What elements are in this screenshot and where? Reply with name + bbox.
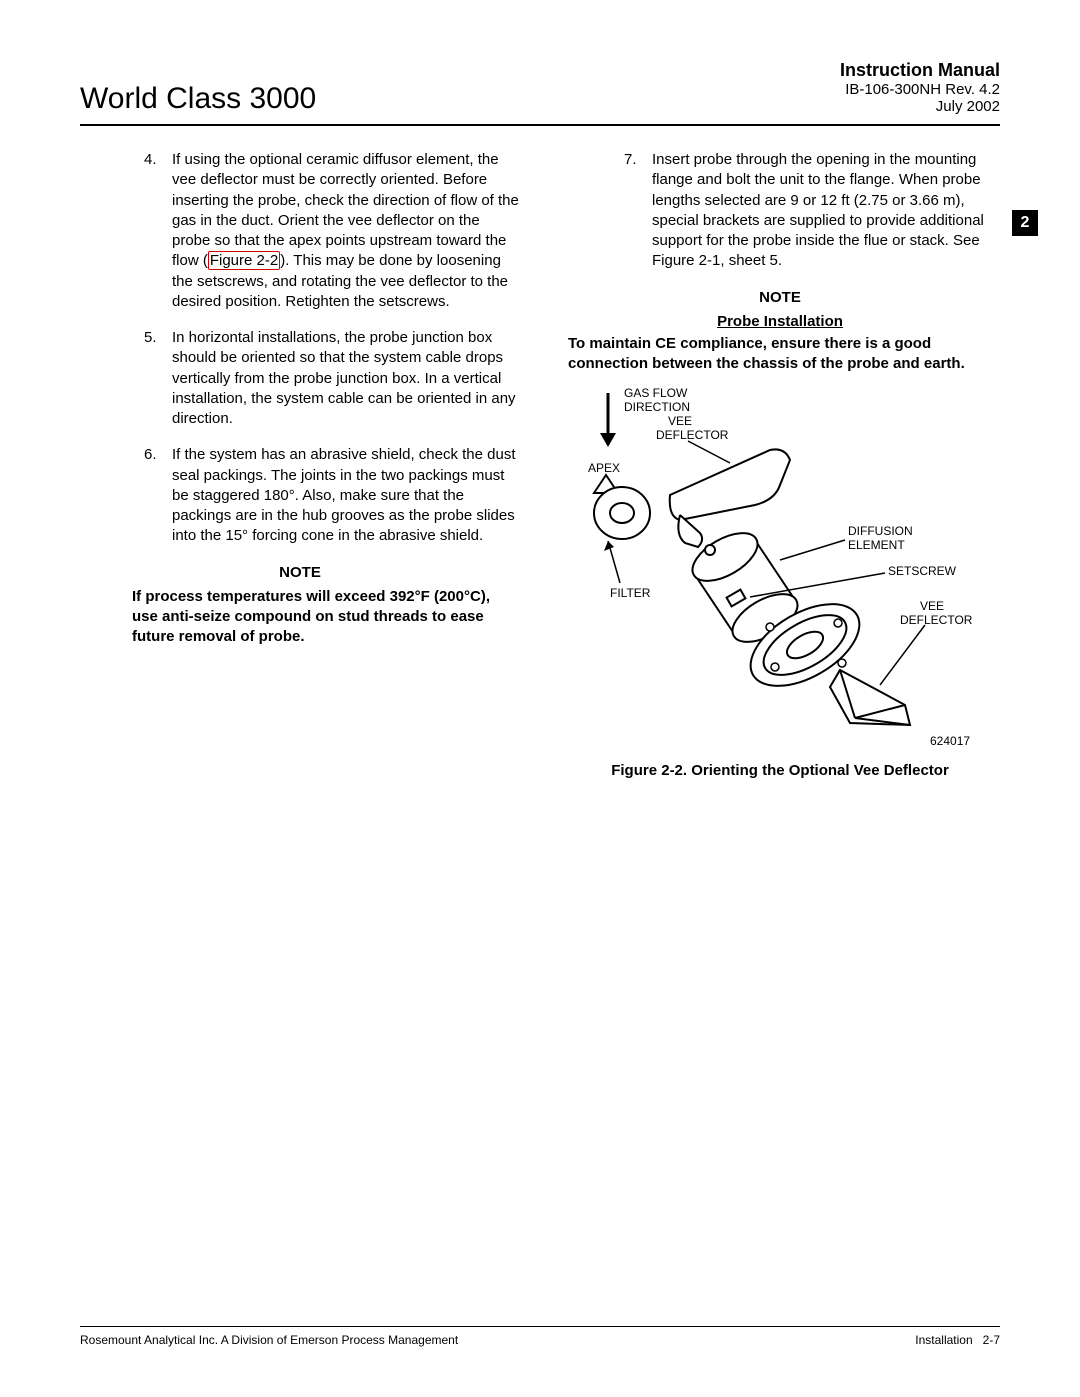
- footer-left: Rosemount Analytical Inc. A Division of …: [80, 1333, 458, 1347]
- step-7-text: Insert probe through the opening in the …: [652, 151, 984, 269]
- filter-label: FILTER: [610, 586, 651, 600]
- step-5: In horizontal installations, the probe j…: [120, 328, 520, 429]
- left-column: If using the optional ceramic diffusor e…: [80, 150, 520, 781]
- figure-2-2-caption: Figure 2-2. Orienting the Optional Vee D…: [560, 761, 1000, 781]
- step-6-text: If the system has an abrasive shield, ch…: [172, 446, 516, 544]
- footer-right: Installation 2-7: [915, 1333, 1000, 1347]
- footer-section: Installation: [915, 1333, 972, 1347]
- manual-title: Instruction Manual: [840, 60, 1000, 81]
- note-sub-right: Probe Installation: [560, 312, 1000, 332]
- vee-bottom-label-1: VEE: [920, 599, 944, 613]
- note-heading-left: NOTE: [80, 563, 520, 583]
- vee-top-label-1: VEE: [668, 414, 692, 428]
- vee-bottom-label-2: DEFLECTOR: [900, 613, 973, 627]
- page-footer: Rosemount Analytical Inc. A Division of …: [80, 1326, 1000, 1347]
- note-body-right: To maintain CE compliance, ensure there …: [568, 334, 992, 375]
- footer-page: 2-7: [983, 1333, 1000, 1347]
- step-6: If the system has an abrasive shield, ch…: [120, 445, 520, 546]
- vee-deflector-top-icon: [670, 449, 790, 547]
- gas-flow-label-2: DIRECTION: [624, 400, 690, 414]
- gas-flow-arrow-icon: [600, 393, 616, 447]
- note-body-left: If process temperatures will exceed 392°…: [132, 587, 500, 648]
- header-rule: [80, 124, 1000, 126]
- diffusion-label-2: ELEMENT: [848, 538, 905, 552]
- main-title: World Class 3000: [80, 82, 316, 116]
- note-heading-right: NOTE: [560, 288, 1000, 308]
- step-5-text: In horizontal installations, the probe j…: [172, 329, 516, 427]
- vee-top-label-2: DEFLECTOR: [656, 428, 729, 442]
- setscrew-label: SETSCREW: [888, 564, 957, 578]
- doc-rev: IB-106-300NH Rev. 4.2: [840, 81, 1000, 98]
- header-right: Instruction Manual IB-106-300NH Rev. 4.2…: [840, 60, 1000, 115]
- section-tab: 2: [1012, 210, 1038, 236]
- apex-label: APEX: [588, 461, 620, 475]
- figure-2-2-diagram: GAS FLOW DIRECTION VEE DEFLECTOR APEX: [560, 375, 1000, 755]
- diffusion-label-1: DIFFUSION: [848, 524, 913, 538]
- drawing-number: 624017: [930, 734, 970, 748]
- right-column: Insert probe through the opening in the …: [560, 150, 1000, 781]
- doc-date: July 2002: [840, 98, 1000, 115]
- step-7: Insert probe through the opening in the …: [600, 150, 1000, 272]
- figure-2-2-link[interactable]: Figure 2-2: [208, 251, 280, 270]
- gas-flow-label-1: GAS FLOW: [624, 386, 688, 400]
- filter-icon: [594, 487, 650, 539]
- step-4: If using the optional ceramic diffusor e…: [120, 150, 520, 312]
- vee-deflector-bottom-icon: [830, 670, 910, 725]
